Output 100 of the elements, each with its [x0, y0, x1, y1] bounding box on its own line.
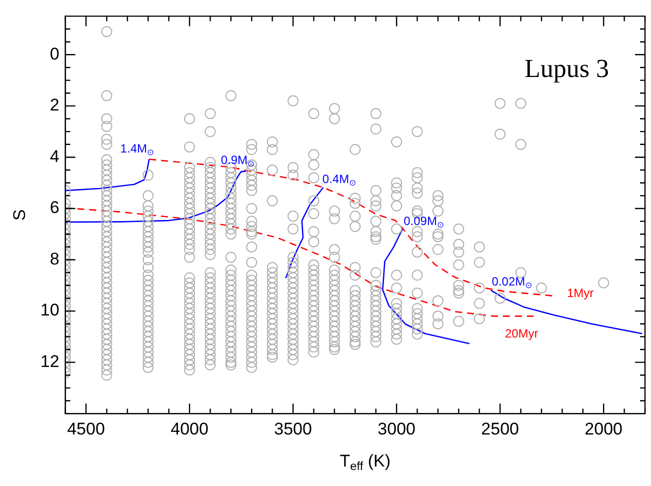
point — [474, 256, 485, 268]
y-tick-label: 12 — [40, 352, 60, 372]
point — [225, 90, 236, 102]
point — [204, 323, 216, 334]
point — [142, 280, 154, 291]
point — [204, 292, 216, 304]
point — [101, 338, 112, 350]
point — [266, 267, 278, 278]
point — [328, 331, 340, 342]
series-label: 0.4M⊙ — [322, 172, 356, 188]
point — [266, 298, 278, 309]
point — [204, 313, 216, 324]
point — [412, 270, 423, 281]
point — [204, 359, 216, 370]
point — [225, 177, 236, 188]
point — [246, 310, 258, 322]
point — [101, 174, 112, 186]
point — [225, 188, 236, 199]
point — [328, 326, 340, 338]
point — [225, 167, 236, 178]
point — [225, 270, 236, 281]
point — [328, 306, 340, 317]
point — [101, 298, 112, 309]
point — [350, 290, 361, 302]
series-label: 20Myr — [504, 326, 538, 340]
point — [266, 288, 278, 299]
point — [246, 352, 258, 363]
point — [184, 302, 196, 314]
point — [308, 310, 320, 322]
point — [101, 252, 112, 263]
point — [204, 208, 216, 220]
point — [184, 277, 196, 288]
y-tick-label: 2 — [50, 96, 60, 115]
point — [266, 277, 278, 288]
point — [101, 313, 112, 324]
point — [204, 338, 216, 350]
point — [288, 252, 299, 263]
point — [101, 164, 112, 176]
point — [391, 323, 402, 334]
point — [453, 238, 464, 250]
point — [101, 236, 112, 248]
point — [101, 154, 112, 166]
point — [308, 226, 320, 238]
x-tick-label: 2000 — [584, 419, 623, 438]
point — [225, 352, 236, 363]
point — [101, 334, 112, 345]
point — [101, 190, 112, 202]
point — [246, 216, 258, 227]
point — [101, 220, 112, 232]
point — [204, 213, 216, 224]
point — [494, 98, 506, 109]
point — [328, 213, 340, 224]
point — [204, 272, 216, 284]
x-tick-label: 3500 — [274, 419, 312, 438]
point — [350, 198, 361, 209]
point — [288, 318, 299, 330]
point — [288, 323, 299, 334]
point — [370, 300, 382, 312]
series-label: 0.09M⊙ — [404, 214, 444, 230]
point — [350, 192, 361, 204]
point — [391, 182, 402, 194]
point — [204, 202, 216, 214]
point — [142, 200, 154, 212]
point — [225, 274, 236, 286]
point — [101, 170, 112, 181]
point — [204, 172, 216, 184]
point — [350, 320, 361, 332]
point — [246, 185, 258, 196]
point — [204, 288, 216, 299]
point — [391, 282, 402, 294]
point — [391, 270, 402, 281]
point — [142, 254, 154, 266]
point — [225, 213, 236, 224]
point — [142, 331, 154, 342]
point — [370, 326, 382, 338]
point — [246, 241, 258, 252]
point — [391, 298, 402, 309]
point — [246, 341, 258, 352]
point — [204, 249, 216, 260]
point — [328, 274, 340, 286]
point — [204, 277, 216, 288]
point — [350, 316, 361, 327]
point — [246, 356, 258, 368]
point — [204, 198, 216, 209]
point — [184, 359, 196, 370]
point — [370, 195, 382, 206]
point — [225, 306, 236, 317]
point — [204, 224, 216, 234]
series-label: 1.4M⊙ — [120, 142, 154, 158]
point — [266, 144, 278, 156]
point — [308, 270, 320, 281]
point — [246, 202, 258, 214]
point — [391, 313, 402, 324]
point — [184, 182, 196, 194]
point — [308, 195, 320, 206]
y-tick-label: 4 — [50, 146, 60, 166]
point — [453, 259, 464, 270]
point — [308, 290, 320, 302]
point — [266, 338, 278, 350]
point — [536, 282, 547, 294]
